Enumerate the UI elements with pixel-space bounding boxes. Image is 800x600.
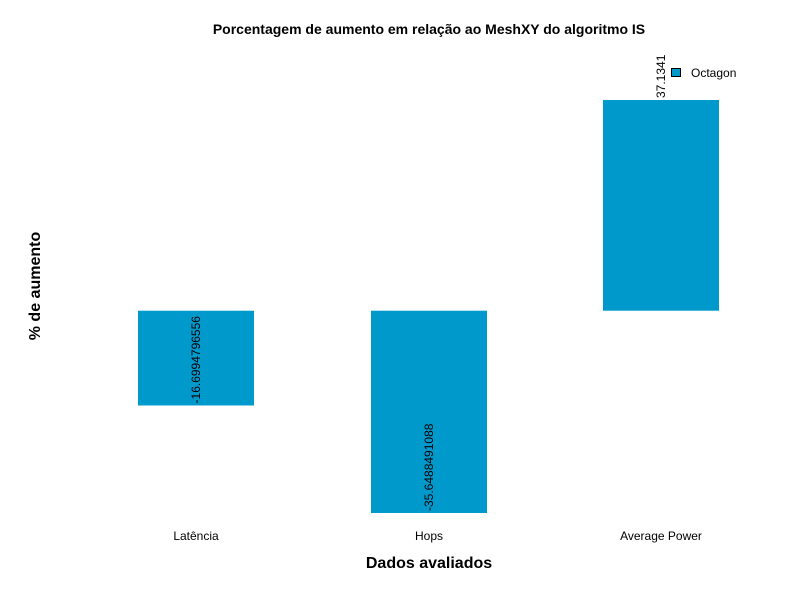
x-tick-label-2: Average Power	[620, 529, 702, 543]
x-axis-label: Dados avaliados	[366, 555, 492, 572]
legend-swatch-octagon	[671, 68, 681, 77]
x-tick-labels: Latência Hops Average Power	[173, 529, 702, 543]
bar-1	[371, 310, 487, 513]
data-label-1: -35.6488491088	[422, 423, 436, 511]
data-labels-group: -16.6994796556 -35.6488491088 37.1341	[189, 54, 668, 511]
x-tick-label-1: Hops	[415, 529, 443, 543]
bar-0	[138, 310, 254, 406]
y-axis-label: % de aumento	[27, 232, 44, 341]
x-tick-label-0: Latência	[173, 529, 219, 543]
chart-title: Porcentagem de aumento em relação ao Mes…	[213, 21, 645, 37]
legend: Octagon	[671, 66, 736, 80]
legend-label-octagon: Octagon	[691, 66, 736, 80]
bars-group	[138, 100, 719, 513]
data-label-2: 37.1341	[654, 54, 668, 98]
bar-2	[603, 100, 719, 311]
data-label-0: -16.6994796556	[189, 316, 203, 404]
